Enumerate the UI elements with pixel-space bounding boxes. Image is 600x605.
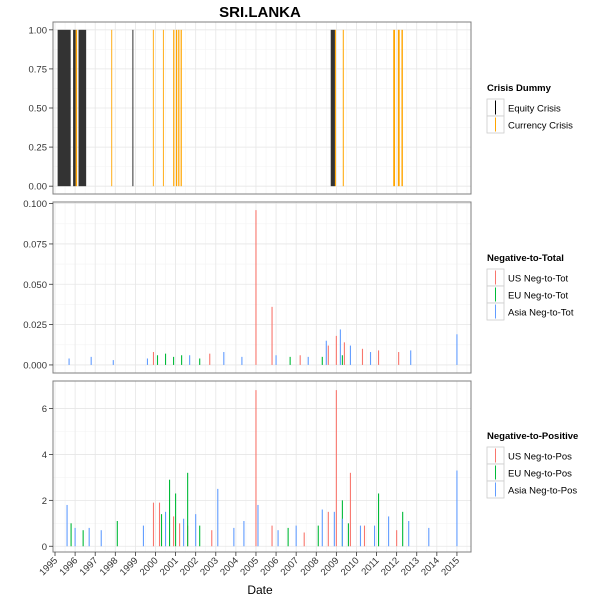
legend-label: EU Neg-to-Tot [508,291,569,302]
x-tick-label: 2010 [339,555,362,578]
y-tick-label: 0.50 [29,104,48,115]
legend-label: EU Neg-to-Pos [508,469,572,480]
crisis-band [73,29,76,187]
legend-label: Equity Crisis [508,104,561,115]
y-tick-label: 0.75 [29,64,48,75]
crisis-band [111,29,113,187]
series-neg-to-pos-1 [70,472,404,547]
panel-border [52,380,472,553]
x-tick-label: 1999 [118,555,141,578]
crisis-band [57,29,71,187]
crisis-band [397,29,400,187]
y-tick-label: 0.075 [23,239,47,250]
crisis-band [173,29,175,187]
legend-label: Asia Neg-to-Tot [508,308,574,319]
x-tick-label: 2012 [379,555,402,578]
legend-crisis: Crisis Dummy Equity Crisis Currency Crisis [486,83,573,134]
x-axis-label: Date [247,583,273,597]
series-neg-to-total-2 [68,329,458,365]
x-tick-label: 2009 [319,555,342,578]
panel-border [52,201,472,374]
y-tick-label: 2 [42,496,47,507]
legend-title: Negative-to-Positive [487,431,578,442]
series-crisis-1 [75,29,403,187]
x-tick-label: 2015 [439,555,462,578]
crisis-band [75,29,78,187]
x-tick-label: 2002 [178,555,201,578]
x-tick-label: 1996 [58,555,81,578]
y-tick-label: 4 [42,450,47,461]
crisis-band [330,29,335,187]
legend-title: Crisis Dummy [487,83,552,94]
series-neg-to-total-1 [156,353,343,365]
series-crisis-0 [57,29,335,187]
x-tick-label: 2004 [218,555,241,578]
legend-label: Asia Neg-to-Pos [508,486,577,497]
crisis-band [180,29,182,187]
panel-crisis: 0.00 0.25 0.50 0.75 1.00 Crisis Dummy Equity C… [29,21,573,195]
panel-neg-to-pos: 0 2 4 6 Negative-to-Positive US Neg-to-Pos EU … [42,380,578,553]
series-neg-to-pos-0 [152,390,398,547]
crisis-band [132,29,134,187]
chart-title: SRI.LANKA [219,4,301,21]
panel-background [53,202,471,373]
x-tick-label: 2008 [299,555,322,578]
legend-label: Currency Crisis [508,121,573,132]
y-tick-label: 0.100 [23,199,47,210]
y-tick-label: 0.000 [23,360,47,371]
series-neg-to-total-0 [152,210,400,365]
y-tick-label: 1.00 [29,25,48,36]
y-tick-label: 0 [42,542,47,553]
x-tick-label: 2006 [258,555,281,578]
x-tick-label: 2007 [279,555,302,578]
y-tick-label: 6 [42,404,47,415]
x-tick-label: 1997 [78,555,101,578]
x-tick-label: 2011 [359,555,381,577]
crisis-band [342,29,344,187]
y-tick-label: 0.00 [29,182,48,193]
y-tick-label: 0.050 [23,280,47,291]
crisis-band [401,29,403,187]
crisis-band [175,29,178,187]
chart-panels: 0.00 0.25 0.50 0.75 1.00 Crisis Dummy Equity C… [23,21,578,578]
x-tick-label: 1998 [98,555,121,578]
x-tick-label: 2014 [419,555,442,578]
crisis-band [393,29,396,187]
legend-label: US Neg-to-Pos [508,452,572,463]
x-axis: 1995199619971998199920002001200220032004… [37,552,462,578]
series-neg-to-pos-2 [66,470,458,547]
crisis-band [162,29,164,187]
crisis-band [78,29,87,187]
legend-neg-to-pos: Negative-to-Positive US Neg-to-Pos EU Neg-… [486,431,578,499]
x-tick-label: 2001 [158,555,181,578]
crisis-band [178,29,180,187]
crisis-band [334,29,336,187]
x-tick-label: 2005 [238,555,261,578]
x-tick-label: 1995 [37,555,60,578]
panel-neg-to-total: 0.000 0.025 0.050 0.075 0.100 Negative-to-Tot… [23,199,574,374]
y-tick-label: 0.025 [23,320,47,331]
x-tick-label: 2003 [198,555,221,578]
x-tick-label: 2013 [399,555,422,578]
y-tick-label: 0.25 [29,143,48,154]
x-tick-label: 2000 [138,555,161,578]
legend-label: US Neg-to-Tot [508,274,569,285]
legend-title: Negative-to-Total [487,253,564,264]
crisis-band [152,29,154,187]
legend-neg-to-total: Negative-to-Total US Neg-to-Tot EU Neg-to-… [486,253,574,321]
